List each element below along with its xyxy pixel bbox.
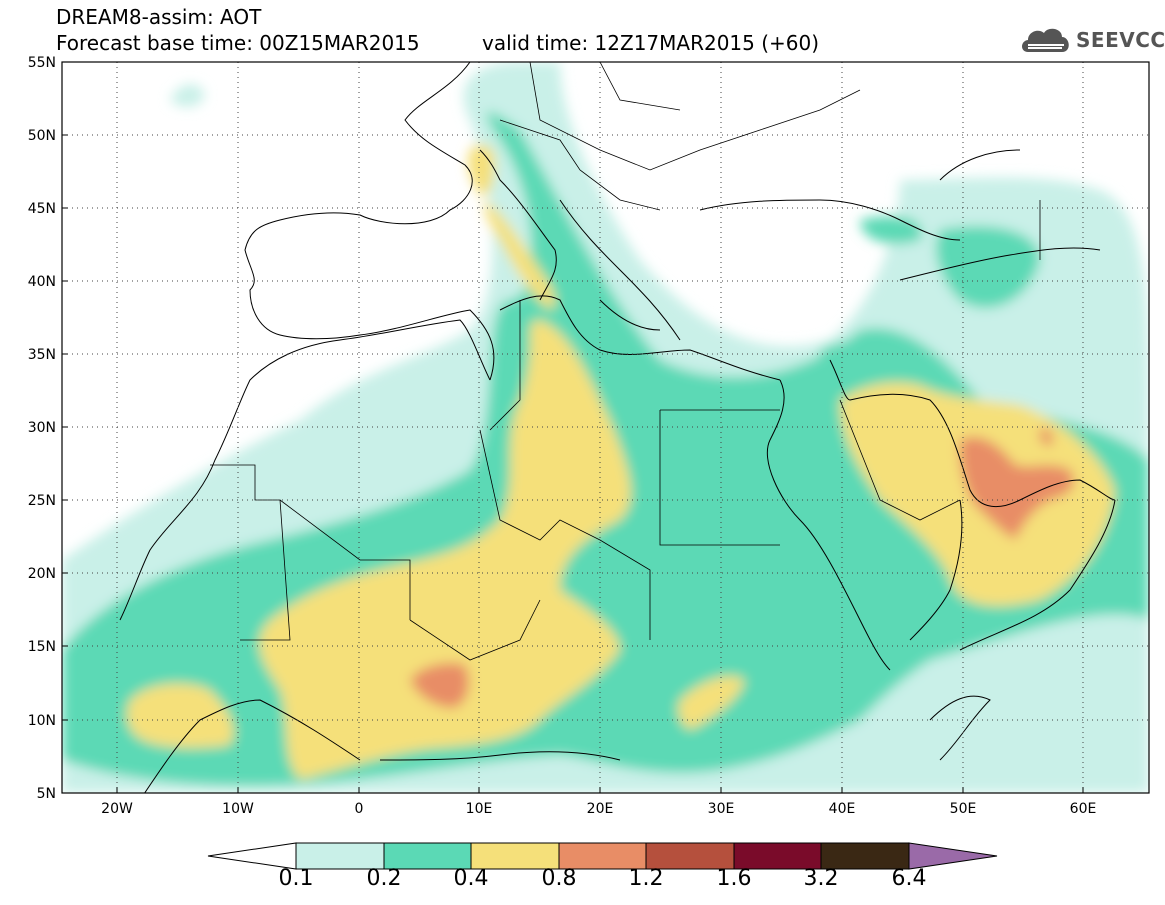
lon-label: 20E: [587, 801, 614, 817]
lat-label: 25N: [28, 493, 56, 509]
colorbar-label: 3.2: [803, 866, 839, 891]
lat-label: 55N: [28, 55, 56, 71]
axis-ticks: [62, 61, 1084, 794]
lat-label: 10N: [28, 713, 56, 729]
lat-label: 15N: [28, 639, 56, 655]
valid-time: valid time: 12Z17MAR2015 (+60): [482, 31, 820, 55]
lon-label: 40E: [829, 801, 856, 817]
colorbar-box: [295, 842, 385, 870]
coastlines-borders: [119, 62, 1116, 793]
colorbar-box: [558, 842, 647, 870]
aot-level-0.8: [410, 428, 1074, 708]
cloud-icon: [1022, 28, 1069, 52]
colorbar-label: 1.2: [628, 866, 664, 891]
lon-label: 50E: [950, 801, 977, 817]
base-time: Forecast base time: 00Z15MAR2015: [56, 31, 420, 55]
lat-label: 5N: [37, 786, 56, 802]
colorbar-label: 0.4: [453, 866, 489, 891]
lat-lon-grid: [62, 62, 1149, 793]
colorbar-over-arrow: [908, 842, 998, 870]
map-title: DREAM8-assim: AOT: [56, 5, 262, 29]
colorbar-label: 0.1: [278, 866, 314, 891]
colorbar: [207, 842, 998, 870]
colorbar-label: 6.4: [891, 866, 927, 891]
colorbar-label: 0.8: [541, 866, 577, 891]
colorbar-label: 0.2: [366, 866, 402, 891]
colorbar-labels: 0.1 0.2 0.4 0.8 1.2 1.6 3.2 6.4: [0, 866, 1165, 896]
colorbar-box: [733, 842, 822, 870]
longitude-labels: 20W 10W 0 10E 20E 30E 40E 50E 60E: [101, 801, 1096, 817]
lon-label: 0: [355, 801, 364, 817]
colorbar-box: [383, 842, 472, 870]
lon-label: 10W: [222, 801, 254, 817]
colorbar-label: 1.6: [716, 866, 752, 891]
lon-label: 30E: [708, 801, 735, 817]
lat-label: 40N: [28, 274, 56, 290]
logo-text: SEEVCCC: [1076, 28, 1165, 52]
forecast-times: Forecast base time: 00Z15MAR2015 valid ti…: [56, 31, 819, 55]
lon-label: 60E: [1070, 801, 1097, 817]
lon-label: 20W: [101, 801, 133, 817]
latitude-labels: 55N 50N 45N 40N 35N 30N 25N 20N 15N 10N …: [28, 55, 56, 802]
aot-fields: [62, 62, 1149, 793]
colorbar-box: [645, 842, 735, 870]
colorbar-box: [470, 842, 560, 870]
lat-label: 30N: [28, 420, 56, 436]
lon-label: 10E: [466, 801, 493, 817]
colorbar-box: [820, 842, 910, 870]
lat-label: 45N: [28, 201, 56, 217]
lat-label: 20N: [28, 566, 56, 582]
lat-label: 50N: [28, 128, 56, 144]
lat-label: 35N: [28, 347, 56, 363]
seevccc-logo: SEEVCCC: [1018, 22, 1165, 58]
